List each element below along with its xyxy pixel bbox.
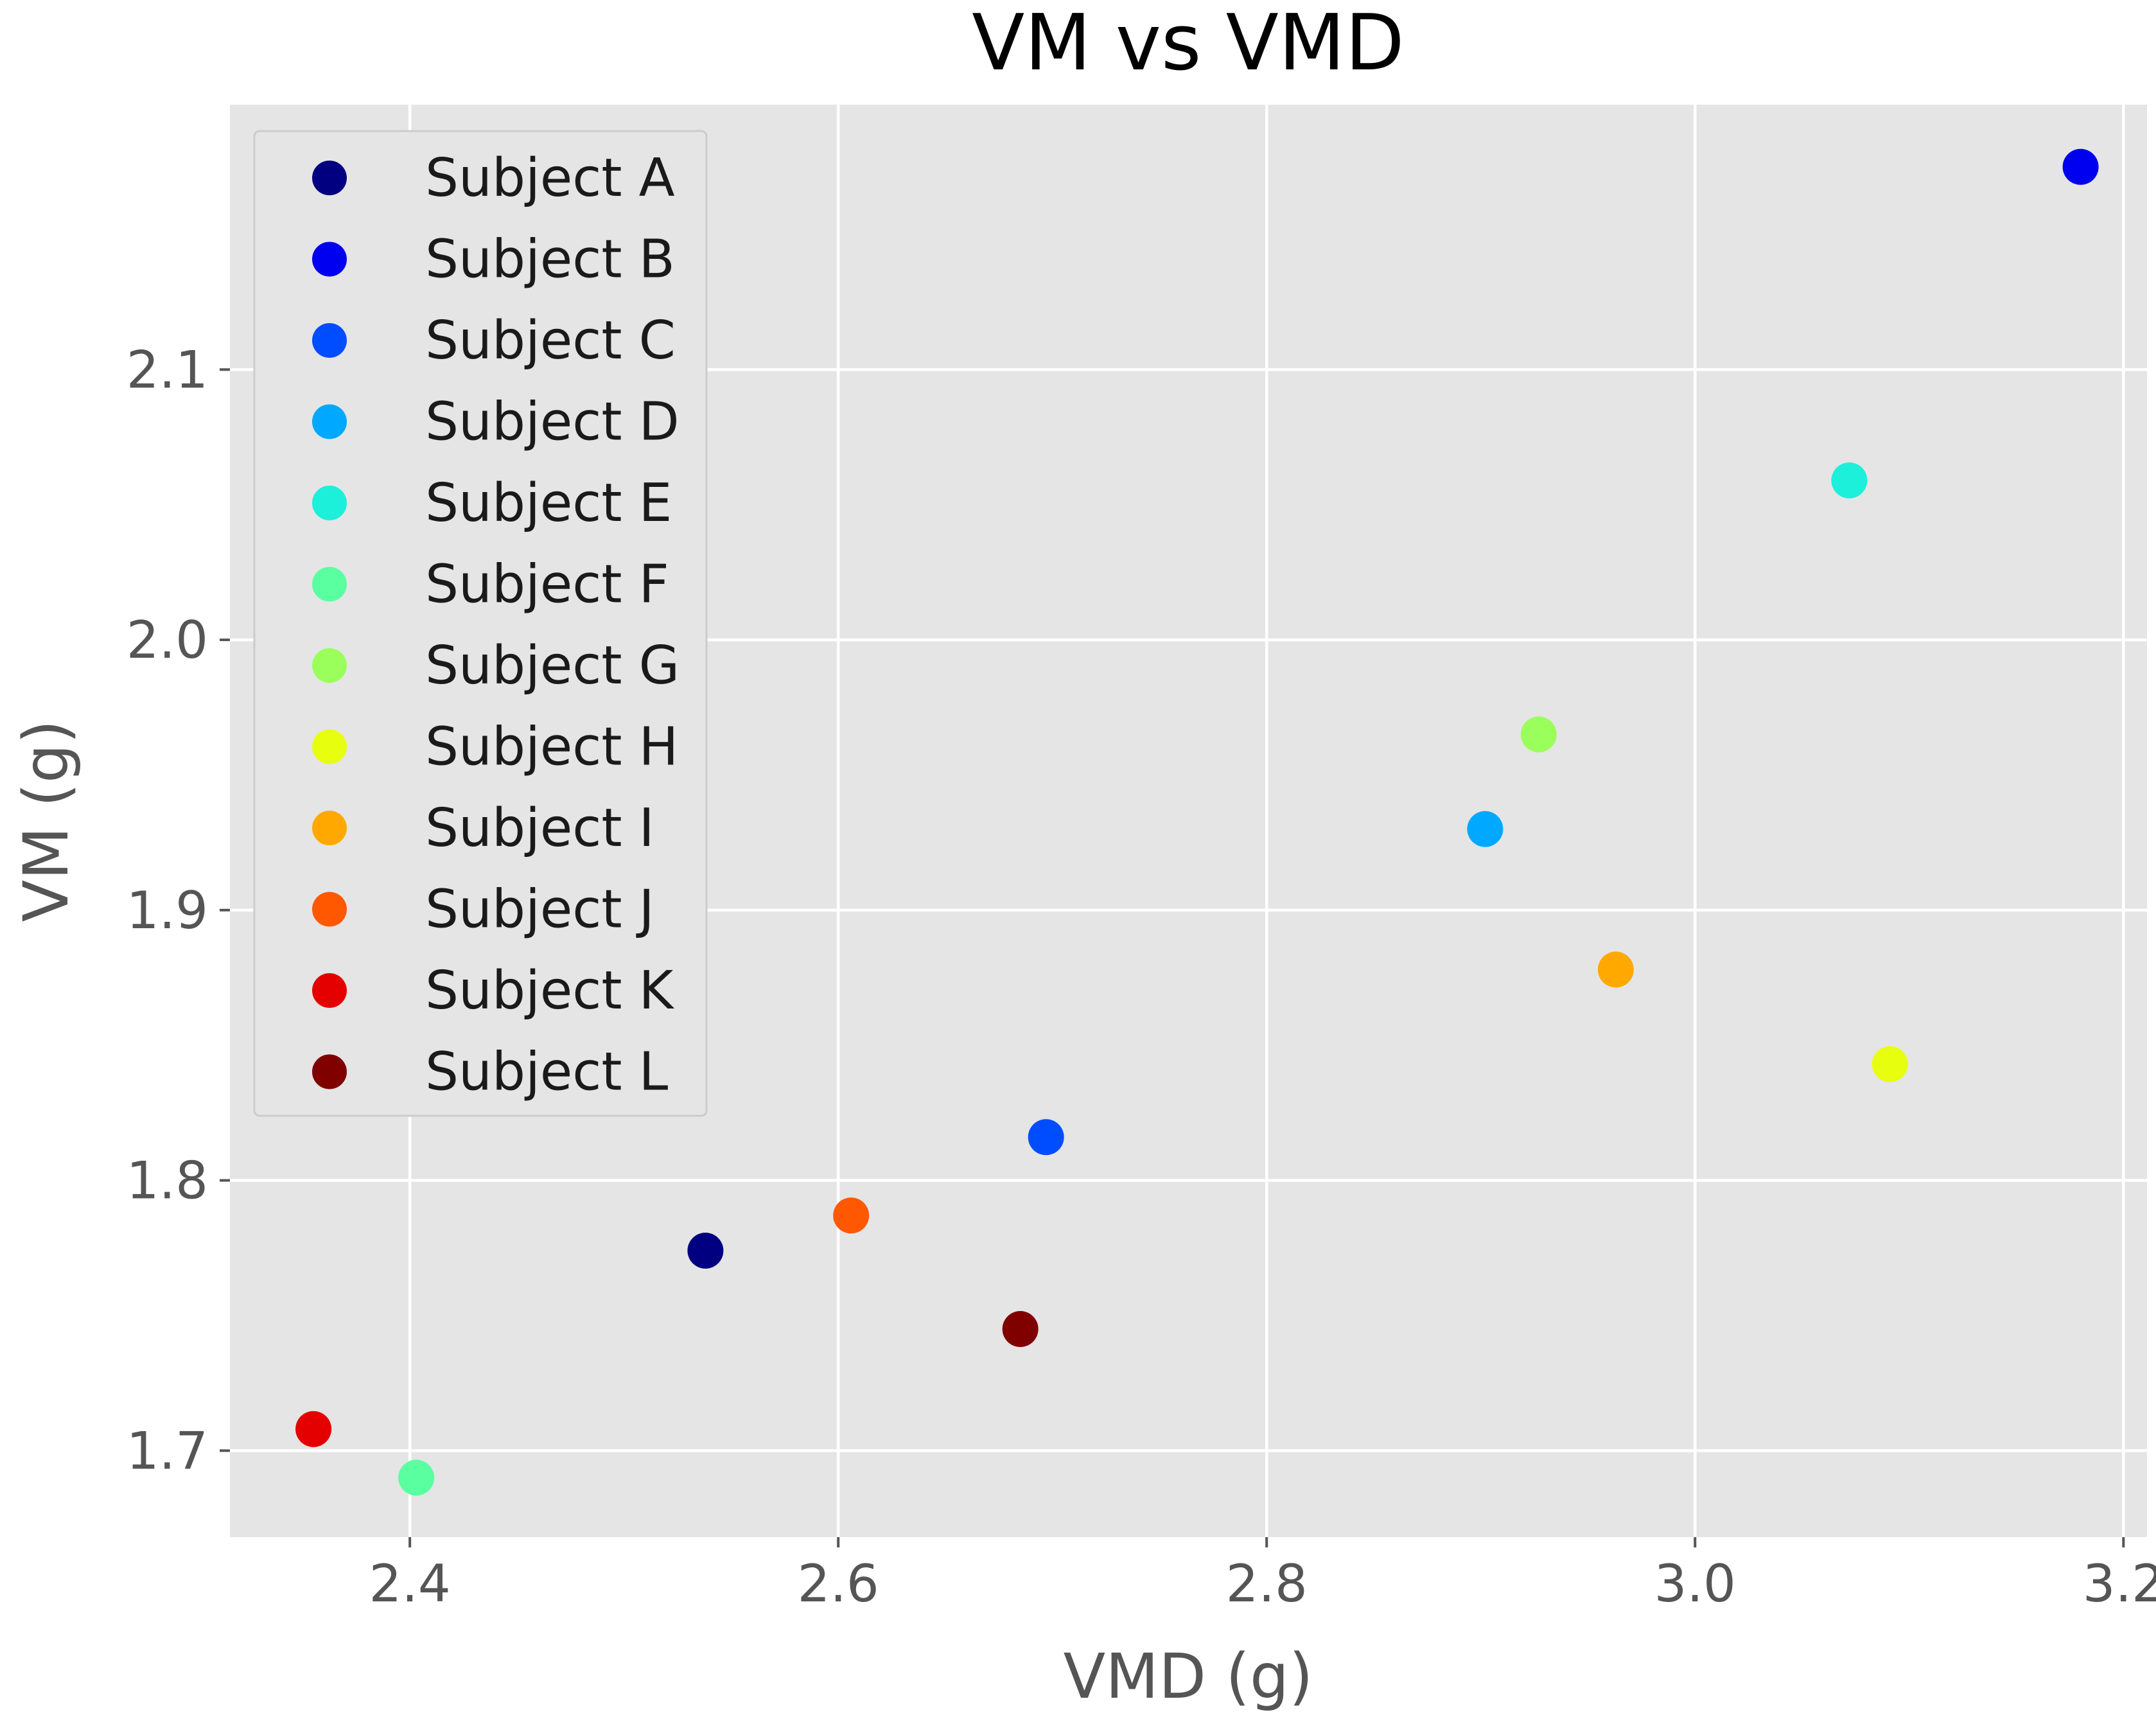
legend: Subject A Subject B Subject C Subject D Subj… bbox=[253, 130, 708, 1117]
legend-label: Subject F bbox=[425, 554, 669, 615]
data-points bbox=[295, 148, 2099, 1496]
legend-label: Subject H bbox=[425, 717, 678, 778]
legend-marker bbox=[312, 404, 347, 439]
data-point bbox=[1467, 811, 1503, 847]
legend-label: Subject D bbox=[425, 392, 679, 453]
legend-label: Subject L bbox=[425, 1042, 669, 1103]
data-point bbox=[2062, 148, 2099, 185]
data-point bbox=[295, 1411, 332, 1447]
legend-label: Subject B bbox=[425, 229, 675, 290]
legend-marker bbox=[312, 973, 347, 1008]
y-tick-label: 1.8 bbox=[127, 1151, 208, 1211]
data-point bbox=[1520, 716, 1557, 753]
y-tick-label: 2.1 bbox=[127, 340, 208, 400]
legend-marker bbox=[312, 323, 347, 358]
y-axis-label: VM (g) bbox=[10, 720, 82, 922]
x-tick-label: 2.6 bbox=[798, 1554, 879, 1614]
legend-label: Subject K bbox=[425, 960, 675, 1021]
y-tick-label: 1.9 bbox=[127, 881, 208, 940]
data-point bbox=[1028, 1119, 1064, 1156]
data-point bbox=[1002, 1311, 1039, 1348]
axis-ticks: 2.4 2.6 2.8 3.0 3.2 1.7 1.8 1.9 2.0 2.1 bbox=[127, 340, 2156, 1614]
data-point bbox=[687, 1233, 724, 1269]
legend-marker bbox=[312, 161, 347, 195]
data-point bbox=[1871, 1046, 1908, 1082]
legend-box bbox=[253, 130, 708, 1117]
legend-label: Subject G bbox=[425, 635, 679, 696]
data-point bbox=[398, 1459, 435, 1496]
legend-marker bbox=[312, 648, 347, 683]
chart-title: VM vs VMD bbox=[972, 0, 1404, 88]
legend-label: Subject I bbox=[425, 798, 654, 859]
x-tick-label: 3.2 bbox=[2083, 1554, 2156, 1614]
legend-marker bbox=[312, 1054, 347, 1089]
data-point bbox=[1597, 951, 1634, 988]
legend-label: Subject C bbox=[425, 310, 676, 371]
x-axis-label: VMD (g) bbox=[1064, 1641, 1313, 1713]
legend-marker bbox=[312, 486, 347, 520]
legend-label: Subject A bbox=[425, 148, 675, 209]
legend-marker bbox=[312, 567, 347, 602]
data-point bbox=[1831, 462, 1868, 498]
y-tick-label: 2.0 bbox=[127, 610, 208, 670]
legend-marker bbox=[312, 729, 347, 764]
x-tick-label: 2.4 bbox=[369, 1554, 451, 1614]
x-tick-label: 2.8 bbox=[1226, 1554, 1308, 1614]
legend-marker bbox=[312, 811, 347, 845]
y-tick-label: 1.7 bbox=[127, 1421, 208, 1481]
data-point bbox=[833, 1197, 870, 1234]
legend-label: Subject E bbox=[425, 473, 672, 534]
legend-marker bbox=[312, 242, 347, 277]
x-tick-label: 3.0 bbox=[1654, 1554, 1736, 1614]
legend-marker bbox=[312, 892, 347, 927]
legend-label: Subject J bbox=[425, 879, 654, 940]
